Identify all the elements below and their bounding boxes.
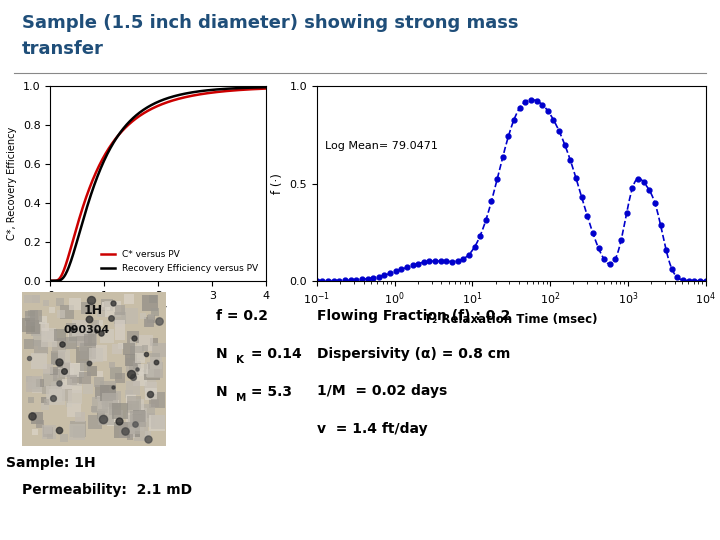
C* versus PV xyxy=(72,225,81,232)
C* versus PV xyxy=(262,85,271,92)
Recovery Efficiency versus PV xyxy=(202,87,211,94)
Recovery Efficiency versus PV xyxy=(262,84,271,91)
Y-axis label: f (·): f (·) xyxy=(271,173,284,194)
C* versus PV xyxy=(46,278,55,284)
Recovery Efficiency versus PV xyxy=(46,278,55,284)
C* versus PV xyxy=(203,90,212,97)
Text: M: M xyxy=(236,393,246,403)
Recovery Efficiency versus PV xyxy=(203,87,212,93)
Text: = 5.3: = 5.3 xyxy=(246,384,292,399)
Y-axis label: C*, Recovery Efficiency: C*, Recovery Efficiency xyxy=(7,127,17,240)
Legend: C* versus PV, Recovery Efficiency versus PV: C* versus PV, Recovery Efficiency versus… xyxy=(98,247,262,276)
Recovery Efficiency versus PV xyxy=(117,129,125,135)
C* versus PV xyxy=(132,115,140,122)
Text: Log Mean= 79.0471: Log Mean= 79.0471 xyxy=(325,141,438,151)
Recovery Efficiency versus PV xyxy=(132,112,140,119)
X-axis label: PV: PV xyxy=(150,306,167,316)
X-axis label: T₂ Relaxation Time (msec): T₂ Relaxation Time (msec) xyxy=(425,313,598,326)
Text: Flowing Fraction (f) : 0.2: Flowing Fraction (f) : 0.2 xyxy=(317,309,510,323)
Text: Sample: 1H: Sample: 1H xyxy=(6,456,95,470)
Text: K: K xyxy=(236,355,244,365)
Text: Permeability:  2.1 mD: Permeability: 2.1 mD xyxy=(22,483,192,497)
Recovery Efficiency versus PV xyxy=(72,240,81,247)
Text: 1/M  = 0.02 days: 1/M = 0.02 days xyxy=(317,384,447,399)
Text: Sample (1.5 inch diameter) showing strong mass: Sample (1.5 inch diameter) showing stron… xyxy=(22,14,518,31)
Line: Recovery Efficiency versus PV: Recovery Efficiency versus PV xyxy=(50,87,266,281)
Text: = 0.14: = 0.14 xyxy=(246,347,302,361)
Text: 1H: 1H xyxy=(84,304,103,317)
Text: v  = 1.4 ft/day: v = 1.4 ft/day xyxy=(317,422,428,436)
Text: N: N xyxy=(216,384,228,399)
C* versus PV xyxy=(117,129,125,136)
C* versus PV xyxy=(182,94,191,100)
Line: C* versus PV: C* versus PV xyxy=(50,89,266,281)
Text: transfer: transfer xyxy=(22,40,104,58)
Text: f = 0.2: f = 0.2 xyxy=(216,309,268,323)
Text: 090304: 090304 xyxy=(63,326,109,335)
Recovery Efficiency versus PV xyxy=(182,90,191,97)
C* versus PV xyxy=(202,90,211,97)
Text: N: N xyxy=(216,347,228,361)
Text: Dispersivity (α) = 0.8 cm: Dispersivity (α) = 0.8 cm xyxy=(317,347,510,361)
